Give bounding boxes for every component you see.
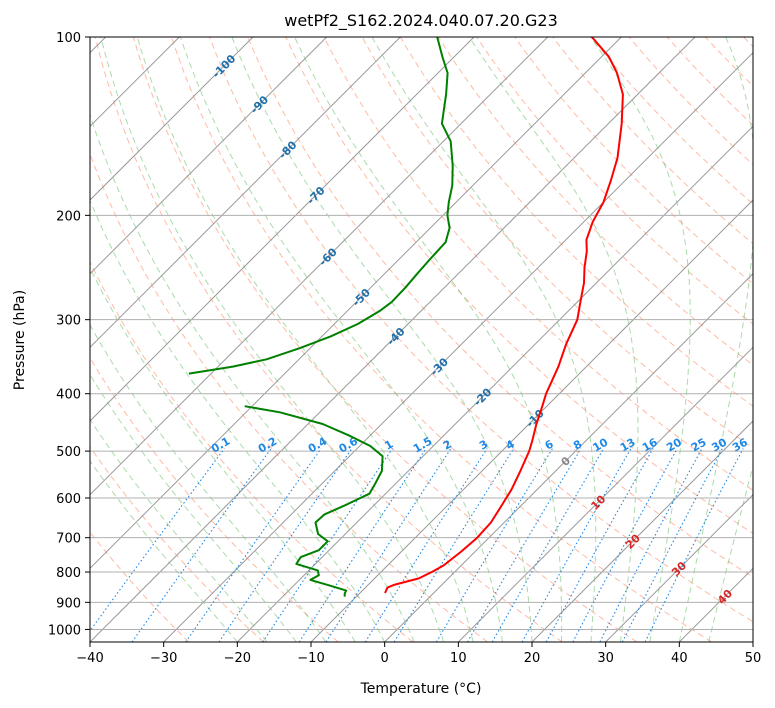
mixing-ratio-line (298, 448, 427, 642)
moist-adiabat (90, 323, 327, 642)
mixing-ratio-line (90, 448, 225, 632)
dry-adiabat (94, 37, 563, 642)
dry-adiabat (476, 37, 753, 325)
dry-adiabat (171, 37, 712, 642)
isotherm (163, 51, 753, 642)
mixing-ratio-line (325, 448, 452, 642)
background-lines (90, 37, 753, 642)
dry-adiabat (132, 37, 638, 642)
mixing-ratio-line (131, 448, 272, 642)
x-tick-label: −40 (76, 651, 103, 666)
x-tick-label: −30 (150, 651, 177, 666)
mixing-ratio-line (644, 448, 744, 642)
dry-adiabat (90, 260, 414, 642)
y-tick-label: 600 (56, 492, 81, 507)
y-tick-label: 100 (56, 31, 81, 46)
mixing-ratio-line (467, 448, 582, 642)
x-tick-label: 0 (381, 651, 389, 666)
chart-title: wetPf2_S162.2024.040.07.20.G23 (284, 11, 558, 31)
moist-adiabat (231, 37, 533, 642)
mixing-ratio-line (572, 448, 678, 642)
dry-adiabat (323, 37, 753, 491)
moist-adiabat (708, 464, 753, 642)
isotherm (752, 641, 753, 642)
isotherm (90, 37, 401, 349)
moist-adiabat (90, 460, 238, 642)
isotherm (90, 37, 696, 642)
moist-adiabat (371, 37, 597, 642)
moist-adiabat (100, 37, 445, 642)
mixing-ratio-line (185, 448, 322, 642)
mixing-ratio-line (491, 448, 605, 642)
isotherm (384, 272, 753, 642)
isotherm (90, 37, 254, 201)
x-tick-label: 10 (450, 651, 467, 666)
y-tick-label: 900 (56, 596, 81, 611)
profiles (188, 37, 624, 597)
isotherm (90, 37, 475, 422)
mixing-ratio-line (621, 448, 723, 642)
isotherm (605, 493, 753, 642)
isotherm (531, 420, 753, 642)
y-tick-label: 1000 (48, 623, 81, 638)
isotherm (90, 37, 622, 570)
moist-adiabat (90, 418, 268, 642)
temperature-profile (384, 37, 624, 594)
isotherm (457, 346, 753, 642)
mixing-ratio-line (218, 448, 353, 642)
plot-frame (89, 36, 754, 643)
y-tick-label: 200 (56, 209, 81, 224)
moist-adiabat (468, 37, 639, 642)
isotherm (90, 37, 328, 275)
moist-adiabat (90, 373, 297, 642)
x-tick-label: 40 (671, 651, 688, 666)
y-axis-title: Pressure (hPa) (12, 290, 28, 390)
mixing-ratio-line (364, 448, 488, 642)
moist-adiabat (294, 37, 563, 642)
x-tick-label: 30 (597, 651, 614, 666)
dewpoint-profile (188, 37, 454, 375)
moist-adiabat (90, 113, 415, 642)
isotherm (90, 37, 549, 496)
y-tick-label: 500 (56, 445, 81, 460)
x-tick-label: −10 (297, 651, 324, 666)
y-tick-label: 700 (56, 532, 81, 547)
axes: −40 −30 −20 −10 0 10 20 30 40 50 100 200 300 400 500 60… (48, 31, 761, 666)
mixing-ratio-line (599, 448, 703, 642)
dry-adiabat (90, 446, 264, 642)
dry-adiabat (285, 37, 753, 535)
x-tick-label: 20 (524, 651, 541, 666)
dewpoint-profile (244, 405, 384, 597)
dry-adiabat (90, 356, 339, 642)
dry-adiabat (514, 37, 753, 285)
isotherm (310, 199, 753, 642)
moist-adiabat (136, 37, 474, 642)
dry-adiabat (247, 37, 753, 578)
x-tick-label: 50 (745, 651, 762, 666)
mixing-ratio-line (262, 448, 393, 642)
moist-adiabat (90, 267, 356, 642)
y-tick-label: 400 (56, 388, 81, 403)
isotherm (236, 125, 753, 642)
moist-adiabat (90, 199, 386, 642)
moist-adiabat (179, 37, 503, 642)
y-tick-label: 300 (56, 314, 81, 329)
plot-background (90, 37, 753, 642)
x-tick-label: −20 (224, 651, 251, 666)
mixing-ratio-line (393, 448, 515, 642)
x-axis-title: Temperature (°C) (360, 681, 482, 697)
y-tick-label: 800 (56, 566, 81, 581)
dry-adiabat (209, 37, 753, 623)
moist-adiabat (678, 37, 753, 642)
moist-adiabat (590, 37, 691, 642)
